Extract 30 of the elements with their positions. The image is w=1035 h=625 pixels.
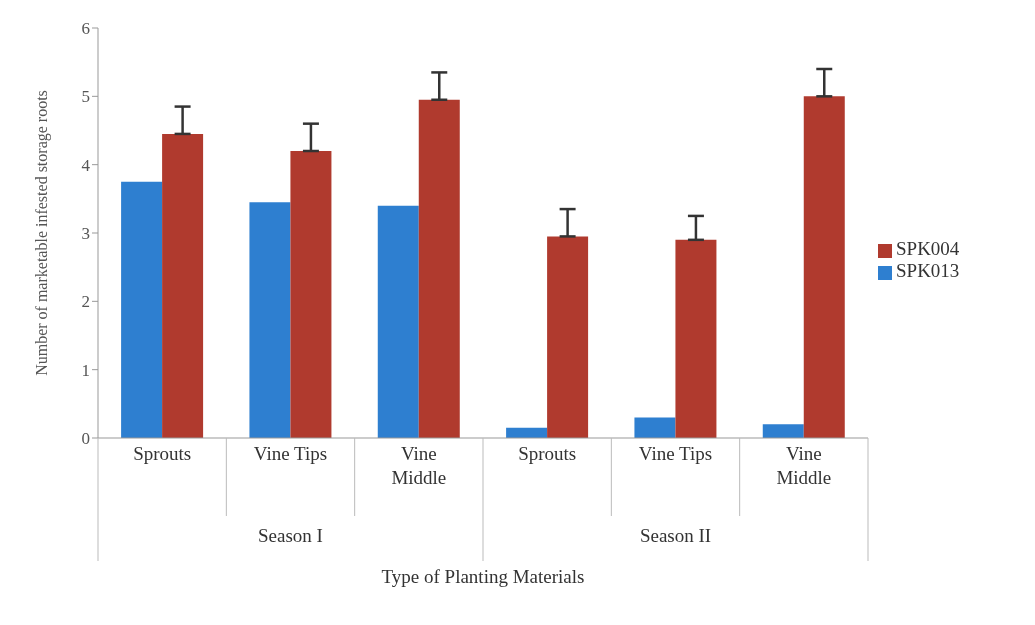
bar — [547, 236, 589, 438]
legend-label: SPK013 — [896, 260, 960, 281]
bar — [803, 96, 845, 438]
y-tick-label: 5 — [81, 87, 90, 107]
bar — [377, 205, 419, 438]
x-axis-title: Type of Planting Materials — [380, 566, 586, 588]
legend-label: SPK004 — [896, 238, 960, 259]
text: Season I — [258, 525, 323, 546]
bar — [762, 424, 804, 438]
x-tick-label: Vine Tips — [638, 443, 713, 464]
bar — [675, 239, 717, 438]
y-axis-title: Number of marketable infested storage roots — [32, 90, 51, 376]
bar — [634, 417, 676, 438]
y-tick-label: 4 — [81, 155, 91, 175]
bar — [290, 151, 332, 438]
y-tick-label: 1 — [81, 360, 90, 380]
text: Season II — [639, 525, 712, 546]
y-tick-label: 3 — [81, 224, 90, 244]
bar — [249, 202, 291, 438]
x-tick-label: Sprouts — [518, 443, 577, 464]
x-tick-label: Vine Tips — [253, 443, 328, 464]
y-tick-label: 2 — [81, 292, 90, 312]
bar — [121, 181, 163, 438]
bar — [418, 99, 460, 438]
bar — [162, 133, 204, 438]
x-tick-label: Vine Middle — [776, 443, 832, 488]
x-tick-label: Sprouts — [133, 443, 192, 464]
y-tick-label: 6 — [81, 19, 90, 39]
x-tick-label: Vine Middle — [391, 443, 447, 488]
y-tick-label: 0 — [81, 429, 90, 449]
